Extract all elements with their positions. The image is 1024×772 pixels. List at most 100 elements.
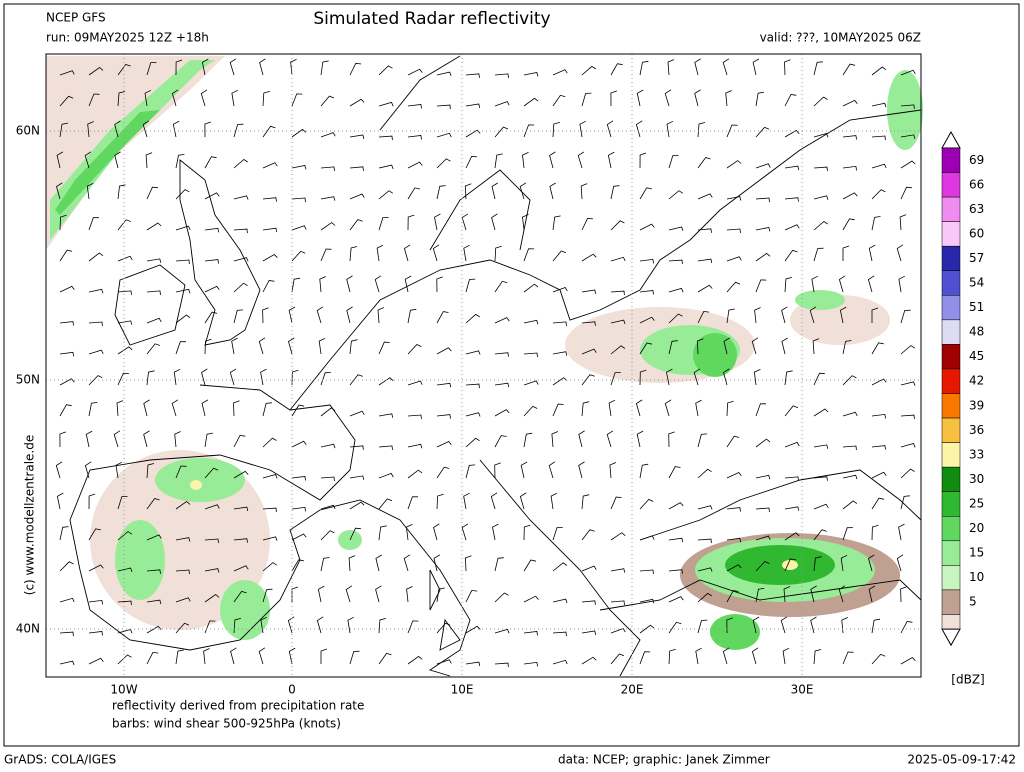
colorbar-swatch (941, 466, 961, 492)
colorbar-swatch (941, 614, 961, 630)
wind-barb (726, 228, 741, 234)
wind-barb (639, 223, 655, 231)
wind-barb (636, 430, 644, 448)
wind-barb (146, 258, 162, 263)
wind-barb (552, 250, 567, 262)
wind-barb (725, 90, 732, 107)
wind-barb (291, 559, 304, 572)
wind-barb (868, 554, 875, 572)
colorbar-label: 39 (969, 398, 984, 412)
lon-label: 10W (110, 683, 137, 697)
wind-barb (436, 414, 451, 419)
wind-barb (639, 624, 655, 634)
wind-barb (88, 657, 104, 665)
wind-barb (751, 337, 759, 355)
wind-barb (726, 435, 740, 448)
wind-barb (896, 554, 904, 572)
wind-barb (175, 225, 191, 231)
wind-barb (610, 628, 626, 634)
wind-barb (175, 59, 183, 76)
colorbar-swatch (941, 245, 961, 271)
wind-barb (900, 414, 915, 420)
wind-barb (552, 562, 568, 572)
title: Simulated Radar reflectivity (313, 9, 550, 29)
wind-barb (578, 461, 585, 479)
wind-barb (349, 246, 358, 262)
wind-barb (262, 197, 277, 202)
wind-barb (668, 155, 679, 169)
colorbar-swatch (941, 393, 961, 419)
wind-barb (813, 444, 829, 449)
wind-barb (403, 244, 411, 262)
wind-barb (871, 524, 879, 541)
wind-barb (697, 567, 713, 572)
wind-barb (694, 89, 701, 107)
wind-barb (204, 227, 220, 233)
wind-barb (871, 66, 887, 76)
wind-barb (175, 314, 191, 324)
wind-barb (784, 129, 800, 138)
wind-barb (59, 70, 75, 76)
wind-barb (262, 91, 270, 107)
wind-barb (668, 431, 675, 448)
wind-barb (233, 195, 249, 200)
wind-barb (668, 259, 683, 265)
wind-barb (548, 461, 556, 479)
wind-barb (784, 165, 800, 171)
wind-barb (117, 320, 133, 325)
wind-barb (842, 218, 855, 231)
wind-barb (871, 342, 884, 355)
wind-barb (349, 98, 365, 107)
colorbar: 69 66 63 60 57 54 51 48 45 42 39 36 33 30 25 20 15 10 5 (941, 130, 984, 647)
wind-barb (868, 244, 876, 262)
colorbar-swatch (941, 344, 961, 370)
wind-barb (262, 562, 278, 572)
wind-barb (404, 275, 412, 293)
wind-barb (175, 189, 190, 200)
wind-barb (900, 495, 910, 510)
wind-barb (229, 368, 237, 386)
wind-barb (639, 152, 647, 169)
wind-barb (378, 164, 394, 170)
wind-barb (523, 380, 539, 386)
wind-barb (491, 213, 498, 231)
wind-barb (376, 244, 384, 262)
footer-timestamp: 2025-05-09-17:42 (907, 753, 1016, 767)
wind-barb (114, 120, 121, 138)
wind-barb (117, 531, 133, 541)
wind-barb (813, 408, 829, 417)
wind-barb (726, 507, 741, 512)
wind-barb (407, 380, 423, 386)
echo-area (693, 333, 737, 377)
wind-barb (668, 648, 676, 665)
wind-barb (204, 285, 220, 293)
wind-barb (88, 288, 104, 294)
wind-barb (899, 214, 907, 231)
wind-barb (578, 430, 585, 448)
wind-barb (494, 317, 510, 324)
wind-barb (88, 252, 104, 262)
wind-barb (522, 214, 529, 231)
wind-barb (754, 307, 761, 324)
wind-barb (781, 337, 788, 355)
copyright: (c) www.modellzentrale.de (23, 435, 37, 595)
colorbar-swatch (941, 295, 961, 321)
note: reflectivity derived from precipitation … (112, 699, 364, 713)
wind-barb (668, 502, 684, 510)
wind-barb (436, 158, 451, 169)
wind-barb (842, 135, 857, 140)
wind-barb (436, 622, 451, 634)
wind-barb (581, 494, 590, 510)
wind-barb (784, 197, 799, 202)
wind-barb (146, 625, 162, 634)
wind-barb (378, 618, 387, 634)
wind-barb (117, 290, 132, 295)
wind-barb (552, 122, 560, 138)
colorbar-bottom-arrow (941, 628, 961, 647)
wind-barb (900, 309, 911, 324)
colorbar-label: 30 (969, 472, 984, 486)
wind-barb (668, 190, 684, 200)
wind-barb (809, 306, 817, 324)
wind-barb (755, 279, 767, 293)
echo-area (887, 70, 923, 150)
